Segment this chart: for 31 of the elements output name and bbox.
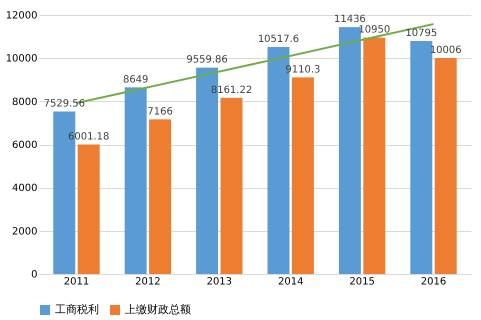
- x-tick-label: 2015: [349, 276, 375, 288]
- data-label: 11436: [334, 14, 366, 26]
- data-label: 10517.6: [258, 34, 300, 45]
- y-tick-label: 12000: [6, 10, 38, 22]
- x-tick-label: 2016: [420, 276, 446, 288]
- y-tick-label: 8000: [12, 96, 38, 108]
- x-tick-label: 2012: [135, 276, 161, 288]
- bar: [292, 77, 314, 274]
- x-tick-label: 2014: [278, 276, 304, 288]
- bar: [410, 41, 432, 274]
- bar: [220, 98, 243, 274]
- x-tick-label: 2013: [206, 276, 232, 288]
- y-tick-label: 0: [31, 270, 38, 280]
- bar: [363, 38, 386, 274]
- data-label: 10795: [405, 28, 438, 40]
- x-tick-label: 2011: [64, 276, 90, 288]
- y-tick-label: 6000: [12, 140, 38, 151]
- data-label: 9559.86: [186, 54, 228, 66]
- bar: [124, 87, 147, 274]
- data-label: 7166: [147, 106, 173, 118]
- bar: [78, 144, 100, 274]
- bar: [149, 119, 172, 274]
- legend-label: 工商税利: [55, 303, 99, 316]
- y-tick-label: 10000: [6, 54, 38, 65]
- data-label: 7529.56: [44, 98, 85, 110]
- data-label: 8649: [122, 74, 148, 86]
- legend-label: 上缴财政总额: [125, 303, 191, 316]
- bar: [434, 58, 457, 274]
- bar: [338, 27, 361, 274]
- y-tick-label: 2000: [12, 226, 38, 238]
- y-tick-label: 4000: [12, 183, 38, 194]
